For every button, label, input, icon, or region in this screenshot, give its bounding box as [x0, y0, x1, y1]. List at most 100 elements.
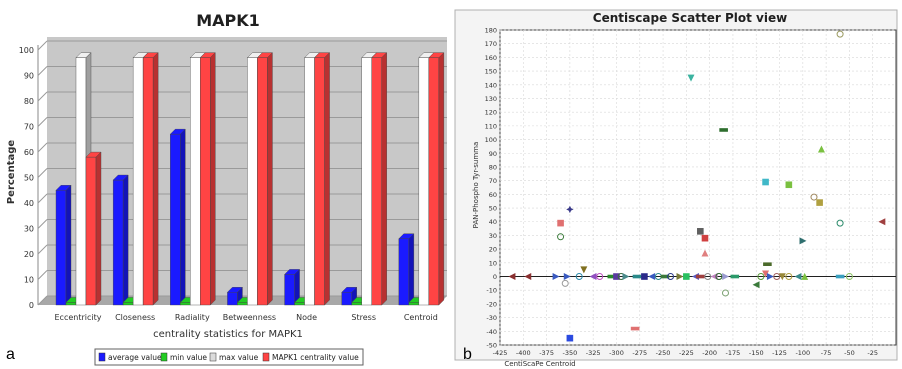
scatter-point	[752, 281, 760, 289]
scatter-point	[648, 273, 656, 281]
x-tick-label: -200	[702, 349, 717, 357]
panel-b-scatter-plot: Centiscape Scatter Plot view -50 -40 -30 -2…	[454, 9, 898, 368]
bar-front	[142, 57, 154, 306]
scatter-point	[566, 334, 574, 342]
bar-front	[408, 302, 420, 306]
x-tick-label: -350	[562, 349, 577, 357]
scatter-point	[722, 273, 730, 281]
grid-line	[37, 295, 48, 306]
scatter-point	[641, 273, 648, 280]
bars	[55, 52, 445, 306]
scatter-point	[508, 273, 516, 281]
bar-front	[398, 238, 410, 306]
y-tick-label: 150	[485, 68, 497, 76]
scatter-point	[701, 234, 709, 242]
grid-line	[37, 117, 48, 127]
scatter-point	[878, 218, 886, 226]
y-tick-label: 10	[489, 259, 497, 267]
x-tick-label: -25	[867, 349, 878, 357]
bar-front	[180, 302, 191, 306]
bar-front	[85, 156, 97, 306]
panel-label-b: b	[463, 346, 472, 363]
bar-side	[381, 52, 387, 306]
bar-front	[314, 57, 325, 306]
bar	[256, 52, 273, 306]
bar-chart-title: MAPK1	[196, 11, 260, 30]
legend-label: max value	[219, 353, 259, 362]
legend-label: MAPK1 centrality value	[272, 353, 359, 362]
y-tick-label: 0	[493, 273, 497, 281]
x-tick-label: -100	[795, 349, 810, 357]
scatter-x-ticks: -425 -400 -375 -350 -325 -300 -275 -250 -225 -200…	[493, 349, 878, 357]
x-tick-label: Closeness	[115, 313, 155, 322]
x-tick-label: -425	[493, 349, 508, 357]
y-tick-label: 180	[485, 27, 497, 35]
y-tick-label: 60	[489, 191, 497, 199]
panel-label-a: a	[6, 346, 15, 363]
y-tick-label: 10	[24, 276, 34, 285]
x-tick-label: -225	[679, 349, 694, 357]
scatter-point	[766, 273, 774, 281]
bar	[85, 151, 102, 306]
bar	[398, 233, 415, 306]
bar	[169, 128, 186, 306]
bar-front	[294, 302, 305, 306]
x-tick-label: Node	[296, 313, 317, 322]
bar-front	[227, 292, 238, 306]
bar-side	[438, 52, 445, 306]
y-tick-labels: 0 10 20 30 40 50 60 70 80 90 100	[19, 46, 34, 310]
bar-side	[152, 52, 159, 306]
scatter-gridlines	[499, 29, 896, 346]
scatter-point	[757, 273, 765, 281]
bar	[428, 52, 445, 306]
x-tick-label: -375	[539, 349, 554, 357]
y-tick-label: 50	[24, 174, 34, 183]
scatter-point	[561, 279, 569, 287]
scatter-y-ticks: -50 -40 -30 -20 -10 0 10 20 30 40 50 60 70 80 90 100 110…	[485, 27, 497, 350]
legend-label: average value	[108, 353, 162, 362]
scatter-point	[557, 233, 565, 241]
legend-swatch	[98, 352, 106, 362]
scatter-x-axis-label: CentiScaPe Centroid	[504, 360, 575, 368]
legend-swatch	[209, 352, 217, 362]
scatter-point	[762, 178, 769, 186]
grid-line	[37, 91, 48, 102]
x-tick-label: Centroid	[404, 313, 438, 322]
x-tick-label: Betweenness	[223, 313, 276, 322]
scatter-point	[566, 205, 574, 214]
y-tick-label: -30	[486, 314, 497, 322]
scatter-point	[730, 274, 740, 279]
bar-front	[351, 302, 362, 306]
bar-side	[267, 52, 273, 306]
bar-front	[200, 57, 211, 306]
scatter-point	[575, 273, 583, 281]
bar-side	[122, 174, 129, 306]
bar	[314, 52, 331, 306]
bar-side	[210, 52, 216, 306]
bar	[55, 184, 72, 306]
scatter-point	[721, 289, 729, 297]
x-tick-label: -300	[609, 349, 624, 357]
scatter-point	[715, 273, 723, 281]
y-tick-label: 70	[24, 123, 34, 132]
bar-front	[371, 57, 382, 306]
y-tick-label: 50	[489, 205, 497, 213]
bar-front	[55, 190, 67, 306]
legend-swatch	[262, 352, 270, 362]
grid-line	[37, 142, 48, 153]
scatter-points	[508, 30, 886, 342]
x-tick-label: -150	[749, 349, 764, 357]
x-tick-label: -125	[772, 349, 787, 357]
bar-side	[324, 52, 330, 306]
x-tick-label: -250	[656, 349, 671, 357]
x-tick-label: -75	[821, 349, 832, 357]
bar-front	[237, 302, 248, 306]
y-tick-label: 40	[489, 218, 497, 226]
scatter-point	[589, 273, 597, 281]
bar-front	[65, 302, 77, 306]
y-tick-label: 120	[485, 109, 497, 117]
scatter-point	[687, 74, 695, 82]
scatter-point	[613, 273, 620, 280]
scatter-point	[778, 273, 786, 281]
